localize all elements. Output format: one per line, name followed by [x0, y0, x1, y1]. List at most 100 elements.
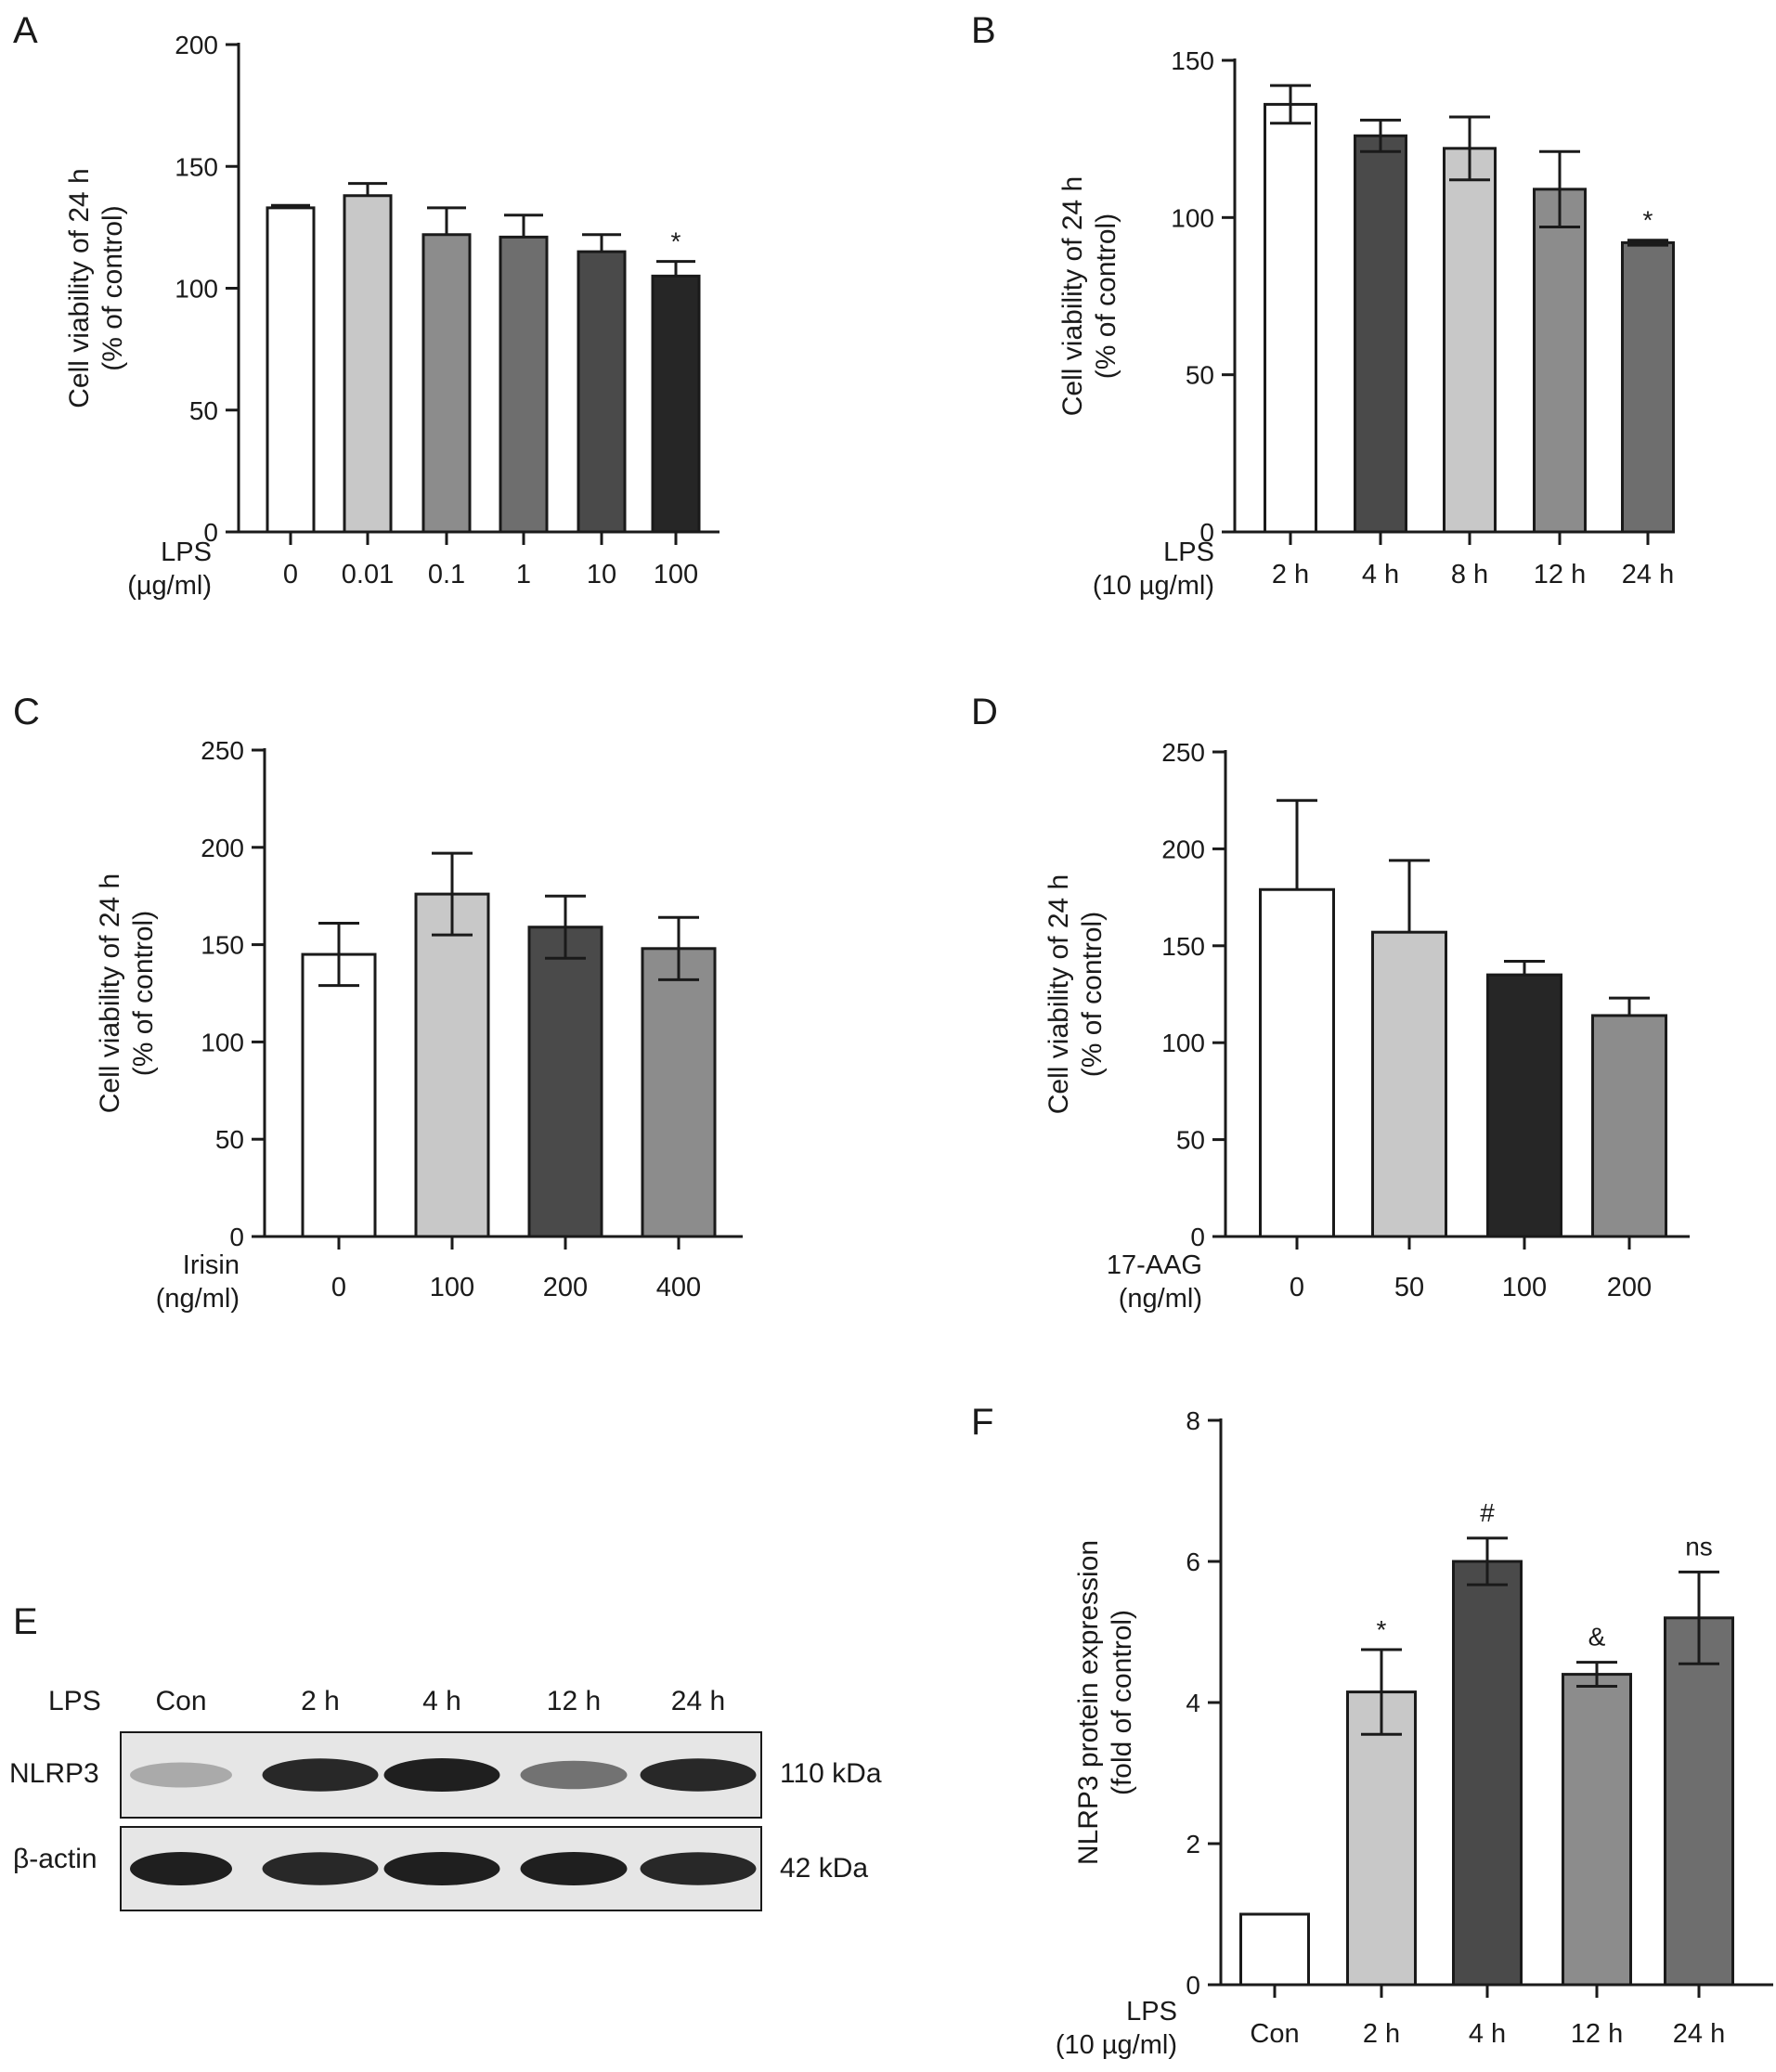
chart-f-category-label: 24 h: [1673, 2019, 1725, 2049]
chart-f-category-label: 4 h: [1469, 2019, 1506, 2049]
panel-letter-a: A: [13, 10, 38, 51]
blot-bands: [130, 1758, 757, 1885]
chart-d-y-tick-label: 0: [1190, 1223, 1205, 1251]
chart-b-x-axis-label: LPS: [1163, 537, 1214, 567]
chart-c-y-axis-label: (% of control): [128, 911, 159, 1076]
chart-f-bar: [1346, 1690, 1417, 1987]
chart-c-category-label: 100: [430, 1273, 474, 1302]
chart-f-y-tick-label: 8: [1186, 1406, 1200, 1435]
blot-band: [130, 1762, 232, 1788]
chart-d-bar: [1591, 1014, 1667, 1238]
chart-a-y-axis-label: (% of control): [97, 205, 128, 370]
chart-a-bar: [343, 194, 393, 534]
chart-a-bar: [499, 235, 549, 534]
chart-c-bar: [527, 926, 603, 1238]
chart-f-bar: [1562, 1673, 1632, 1987]
chart-a-bar: [266, 206, 316, 534]
chart-d-y-tick-label: 250: [1161, 738, 1205, 767]
panel-letter-f: F: [971, 1402, 993, 1443]
chart-b-category-label: 8 h: [1451, 560, 1488, 589]
chart-f-category-label: Con: [1250, 2019, 1299, 2049]
chart-c-y-tick-label: 0: [229, 1223, 244, 1251]
chart-d-category-label: 0: [1290, 1273, 1304, 1302]
chart-f-y-tick-label: 2: [1186, 1830, 1200, 1858]
chart-f-bar: [1239, 1912, 1310, 1987]
blot-lane-label: 4 h: [422, 1686, 461, 1716]
chart-b-y-axis-label: Cell viability of 24 h: [1057, 176, 1088, 416]
blot-band: [262, 1758, 379, 1792]
chart-b-category-label: 4 h: [1362, 560, 1399, 589]
blot-size-label-42kda: 42 kDa: [780, 1853, 868, 1884]
chart-a-category-label: 10: [587, 560, 616, 589]
chart-c-category-label: 400: [656, 1273, 701, 1302]
chart-d-y-tick-label: 200: [1161, 835, 1205, 863]
blot-lane-label: 24 h: [671, 1686, 725, 1716]
chart-a-y-tick-label: 0: [203, 518, 218, 547]
chart-b-bar: [1354, 134, 1407, 534]
panel-letter-c: C: [13, 692, 40, 732]
chart-a-x-axis-label: (µg/ml): [127, 571, 212, 601]
chart-b-y-tick-label: 50: [1186, 361, 1214, 390]
blot-band: [383, 1852, 500, 1885]
chart-c-category-label: 200: [543, 1273, 588, 1302]
chart-b-y-tick-label: 0: [1199, 518, 1214, 547]
chart-a-y-tick-label: 150: [175, 152, 218, 181]
chart-d-y-tick-label: 150: [1161, 932, 1205, 961]
chart-a-bar: [421, 233, 472, 534]
chart-b-y-axis-label: (% of control): [1091, 214, 1121, 379]
chart-d-marks: 0 50 100 150 200 250 Cell viability of 24 h (% …: [1044, 738, 1690, 1314]
bar-chart-nlrp3-expression: F 0 2 4 6 8 NLRP3 protein expression (fold of …: [971, 1402, 1773, 2060]
chart-a-category-label: 0: [283, 560, 298, 589]
blot-band: [383, 1758, 500, 1792]
chart-f-significance-mark: *: [1377, 1615, 1387, 1644]
chart-b-bar: [1533, 188, 1587, 534]
chart-f-category-label: 12 h: [1571, 2019, 1623, 2049]
chart-f-marks: 0 2 4 6 8 NLRP3 protein expression (fold of co…: [1056, 1406, 1773, 2060]
chart-f-y-tick-label: 4: [1186, 1689, 1200, 1717]
chart-c-y-tick-label: 150: [201, 931, 244, 960]
chart-d-y-tick-label: 50: [1176, 1126, 1205, 1155]
chart-c-y-tick-label: 250: [201, 736, 244, 765]
blot-lane-label: 2 h: [301, 1686, 340, 1716]
chart-f-x-axis-label: (10 µg/ml): [1056, 2030, 1177, 2060]
chart-c-bar: [301, 952, 377, 1238]
chart-d-bar: [1486, 973, 1562, 1238]
chart-d-category-label: 200: [1607, 1273, 1652, 1302]
chart-d-x-axis-label: (ng/ml): [1119, 1284, 1202, 1314]
chart-c-y-tick-label: 50: [215, 1125, 244, 1154]
chart-c-bar: [414, 892, 490, 1238]
chart-b-category-label: 2 h: [1272, 560, 1309, 589]
chart-b-y-tick-label: 100: [1171, 203, 1214, 232]
chart-b-bar: [1264, 102, 1317, 534]
chart-d-y-axis-label: (% of control): [1077, 912, 1108, 1077]
blot-treatment-label: LPS: [48, 1686, 101, 1716]
chart-f-y-tick-label: 6: [1186, 1548, 1200, 1576]
chart-f-category-label: 2 h: [1363, 2019, 1400, 2049]
blot-row-label-nlrp3: NLRP3: [9, 1758, 99, 1789]
blot-band: [262, 1852, 379, 1885]
blot-band: [640, 1852, 757, 1885]
chart-a-bar: [577, 250, 627, 534]
chart-c-y-tick-label: 100: [201, 1028, 244, 1056]
blot-size-label-110kda: 110 kDa: [780, 1758, 882, 1789]
chart-d-bar: [1259, 887, 1335, 1238]
chart-a-y-tick-label: 100: [175, 275, 218, 304]
chart-a-y-tick-label: 200: [175, 31, 218, 59]
chart-f-y-tick-label: 0: [1186, 1971, 1200, 2000]
blot-band: [640, 1758, 757, 1792]
chart-a-category-label: 1: [516, 560, 531, 589]
chart-a-category-label: 0.01: [342, 560, 394, 589]
chart-d-category-label: 50: [1394, 1273, 1424, 1302]
chart-c-x-axis-label: (ng/ml): [156, 1284, 240, 1314]
chart-b-category-label: 24 h: [1622, 560, 1674, 589]
chart-a-y-axis-label: Cell viability of 24 h: [64, 168, 95, 408]
blot-band: [130, 1852, 232, 1885]
chart-a-y-tick-label: 50: [189, 396, 218, 425]
chart-c-bar: [641, 947, 717, 1238]
chart-b-category-label: 12 h: [1534, 560, 1586, 589]
chart-a-category-label: 0.1: [428, 560, 465, 589]
blot-band: [520, 1852, 628, 1885]
